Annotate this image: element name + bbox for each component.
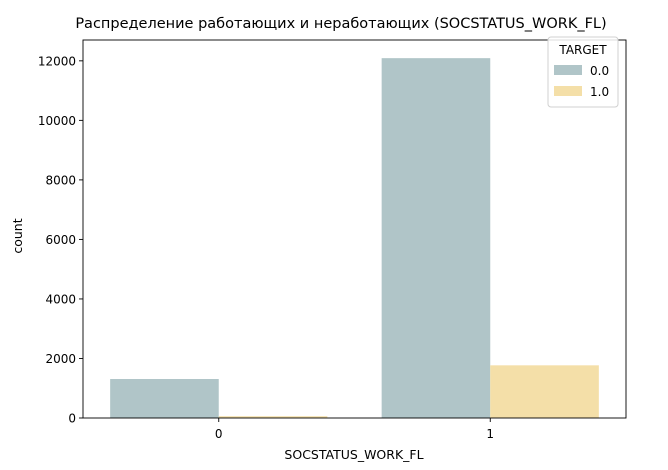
legend-title: TARGET — [558, 43, 607, 57]
bar-1-series-0.0 — [381, 58, 491, 418]
y-tick-label: 12000 — [38, 54, 76, 68]
y-axis: 0 2000 4000 6000 8000 10000 12000 — [38, 54, 83, 426]
y-tick-label: 0 — [68, 412, 76, 426]
legend-label: 0.0 — [590, 64, 609, 78]
x-tick-label: 1 — [486, 427, 494, 441]
bar-1-series-1.0 — [490, 365, 599, 418]
bar-0-series-0.0 — [110, 379, 219, 418]
chart-title: Распределение работающих и неработающих … — [75, 16, 606, 32]
bars-layer — [110, 58, 599, 418]
x-axis-label: SOCSTATUS_WORK_FL — [284, 447, 423, 462]
y-axis-label: count — [10, 218, 25, 253]
y-tick-label: 10000 — [38, 114, 76, 128]
legend-label: 1.0 — [590, 85, 609, 99]
plot-area-frame — [82, 39, 627, 419]
x-tick-label: 0 — [215, 427, 223, 441]
y-tick-label: 4000 — [45, 292, 76, 306]
legend-swatch-1.0 — [554, 86, 582, 96]
legend-swatch-0.0 — [554, 65, 582, 75]
y-tick-label: 6000 — [45, 233, 76, 247]
legend: TARGET 0.0 1.0 — [547, 36, 619, 108]
bar-0-series-1.0 — [218, 416, 328, 418]
y-tick-label: 2000 — [45, 352, 76, 366]
y-tick-label: 8000 — [45, 173, 76, 187]
